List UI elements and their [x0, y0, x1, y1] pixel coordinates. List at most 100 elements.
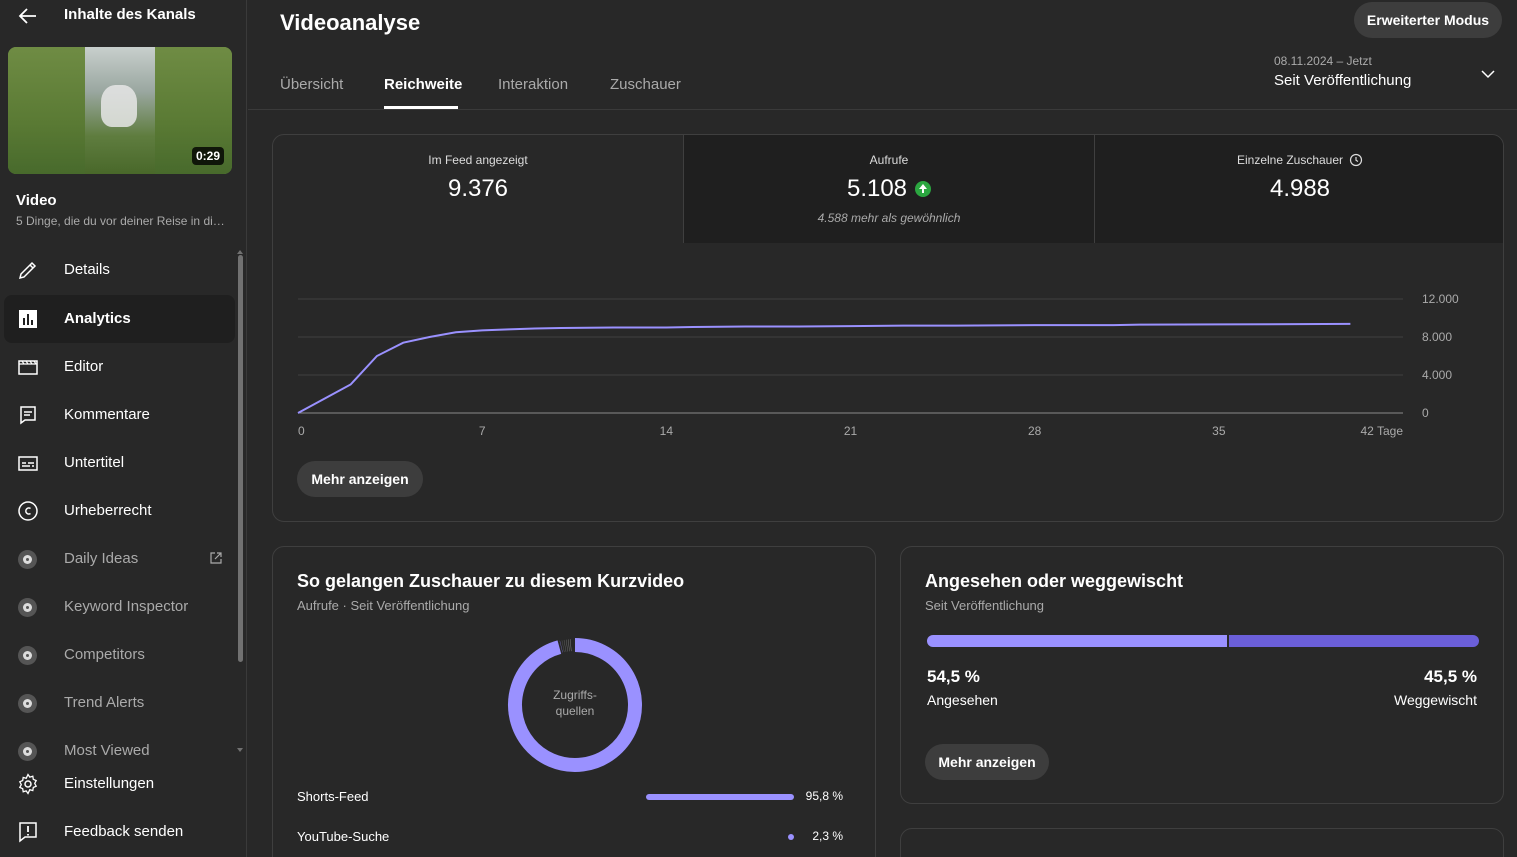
y-tick-label: 12.000: [1422, 292, 1459, 306]
metric-unique-viewers[interactable]: Einzelne Zuschauer 4.988: [1094, 135, 1503, 243]
nav-item-comments[interactable]: Kommentare: [4, 391, 235, 439]
x-tick-label: 0: [298, 424, 305, 438]
tab-overview[interactable]: Übersicht: [280, 76, 344, 93]
metric-value: 5.108: [846, 175, 908, 202]
nav-item-competitors[interactable]: Competitors: [4, 631, 235, 679]
date-range-label: Seit Veröffentlichung: [1274, 72, 1412, 89]
x-tick-label: 21: [844, 424, 858, 438]
nav-item-label: Editor: [64, 358, 104, 375]
traffic-source-row[interactable]: Shorts-Feed 95,8 %: [297, 787, 853, 807]
metric-label: Im Feed angezeigt: [428, 153, 528, 167]
swiped-label: Weggewischt: [1393, 692, 1477, 708]
extension-icon: [18, 550, 37, 569]
analytics-icon: [19, 310, 37, 328]
chevron-down-icon[interactable]: [1480, 66, 1496, 82]
show-more-button[interactable]: Mehr anzeigen: [297, 461, 423, 497]
nav-item-keyword-inspector[interactable]: Keyword Inspector: [4, 583, 235, 631]
x-tick-label: 28: [1028, 424, 1042, 438]
nav-item-label: Kommentare: [64, 406, 150, 423]
nav-item-label: Feedback senden: [64, 823, 184, 840]
reach-metrics-card: Im Feed angezeigt 9.376 Aufrufe 5.108 4.…: [272, 134, 1504, 522]
nav-item-settings[interactable]: Einstellungen: [4, 760, 235, 808]
x-tick-label: 35: [1212, 424, 1226, 438]
date-range-selector[interactable]: 08.11.2024 – Jetzt Seit Veröffentlichung: [1274, 54, 1411, 89]
donut-slice-shorts-feed[interactable]: [508, 638, 642, 772]
next-card: [900, 828, 1504, 857]
nav-item-daily-ideas[interactable]: Daily Ideas: [4, 535, 235, 583]
traffic-source-row[interactable]: YouTube-Suche 2,3 %: [297, 827, 853, 847]
y-tick-label: 8.000: [1422, 330, 1452, 344]
watched-label: Angesehen: [927, 692, 998, 708]
traffic-card-subtitle: Aufrufe · Seit Veröffentlichung: [297, 598, 470, 613]
nav-item-subtitles[interactable]: Untertitel: [4, 439, 235, 487]
feedback-icon: [19, 822, 37, 843]
sidebar-header: Inhalte des Kanals: [0, 0, 247, 36]
traffic-source-name: Shorts-Feed: [297, 789, 369, 804]
tab-engagement[interactable]: Interaktion: [498, 76, 569, 93]
metric-impressions[interactable]: Im Feed angezeigt 9.376: [273, 135, 683, 243]
advanced-mode-button[interactable]: Erweiterter Modus: [1354, 2, 1502, 38]
watched-segment: [927, 635, 1227, 647]
tab-audience[interactable]: Zuschauer: [610, 76, 681, 93]
metric-label: Einzelne Zuschauer: [1236, 153, 1344, 167]
nav-item-label: Einstellungen: [64, 775, 155, 792]
impressions-line-chart: 12.000 8.000 4.000 0 0 7 14 21 28 35 42 Tage: [297, 292, 1459, 438]
extension-icon: [18, 646, 37, 665]
copyright-icon: [18, 501, 38, 521]
sidebar-scroll-up[interactable]: [237, 250, 243, 254]
traffic-source-bar: [788, 834, 794, 840]
extension-icon: [18, 694, 37, 713]
date-range-dates: 08.11.2024 – Jetzt: [1274, 54, 1372, 68]
channel-content-title: Inhalte des Kanals: [64, 6, 196, 23]
tab-reach[interactable]: Reichweite: [384, 76, 463, 93]
traffic-source-bar: [646, 794, 794, 800]
video-duration: 0:29: [191, 147, 224, 165]
watched-swiped-bar[interactable]: [927, 635, 1479, 647]
traffic-card-title: So gelangen Zuschauer zu diesem Kurzvide…: [297, 571, 685, 591]
x-tick-label: 14: [660, 424, 674, 438]
nav-item-trend-alerts[interactable]: Trend Alerts: [4, 679, 235, 727]
arrow-up-icon: [915, 181, 932, 197]
nav-item-label: Analytics: [64, 310, 131, 327]
swiped-percent: 45,5 %: [1424, 667, 1477, 686]
active-tab-indicator: [384, 106, 458, 109]
show-more-button[interactable]: Mehr anzeigen: [925, 744, 1049, 780]
clock-icon[interactable]: [1349, 153, 1363, 167]
nav-item-label: Urheberrecht: [64, 502, 152, 519]
nav-item-label: Trend Alerts: [64, 694, 145, 711]
traffic-donut-chart[interactable]: Zugriffs- quellen: [505, 635, 645, 775]
sidebar-scroll-down[interactable]: [237, 748, 243, 752]
extension-icon: [18, 742, 37, 761]
extension-icon: [18, 598, 37, 617]
swiped-segment: [1228, 635, 1479, 647]
nav-item-copyright[interactable]: Urheberrecht: [4, 487, 235, 535]
swipe-card-title: Angesehen oder weggewischt: [925, 571, 1184, 591]
nav-item-label: Keyword Inspector: [64, 598, 189, 615]
metric-views[interactable]: Aufrufe 5.108 4.588 mehr als gewöhnlich: [683, 135, 1094, 243]
sidebar: Inhalte des Kanals 0:29 Video 5 Dinge, d…: [0, 0, 247, 857]
nav-item-feedback[interactable]: Feedback senden: [4, 808, 235, 856]
traffic-sources-card: So gelangen Zuschauer zu diesem Kurzvide…: [272, 546, 876, 857]
impressions-series-line[interactable]: [297, 322, 1351, 414]
y-tick-label: 0: [1422, 406, 1429, 420]
swipe-card-subtitle: Seit Veröffentlichung: [925, 598, 1045, 613]
video-thumbnail[interactable]: 0:29: [8, 47, 232, 174]
nav-item-analytics[interactable]: Analytics: [4, 295, 235, 343]
watched-vs-swiped-card: Angesehen oder weggewischt Seit Veröffen…: [900, 546, 1504, 804]
arrow-back-icon[interactable]: [16, 4, 40, 28]
nav-item-label: Untertitel: [64, 454, 125, 471]
y-tick-label: 4.000: [1422, 368, 1452, 382]
nav-item-label: Details: [64, 261, 110, 278]
sidebar-scrollbar[interactable]: [238, 255, 243, 662]
nav-item-most-viewed[interactable]: Most Viewed: [4, 727, 235, 775]
video-title: 5 Dinge, die du vor deiner Reise in di…: [16, 214, 225, 228]
donut-center-label: Zugriffs- quellen: [553, 688, 597, 718]
nav-item-details[interactable]: Details: [4, 246, 235, 294]
subtitles-icon: [18, 456, 38, 471]
metric-value: 4.988: [1269, 175, 1331, 202]
gear-icon: [18, 773, 38, 795]
nav-item-editor[interactable]: Editor: [4, 343, 235, 391]
editor-icon: [18, 360, 38, 375]
watched-percent: 54,5 %: [927, 667, 980, 686]
metric-value: 9.376: [447, 175, 509, 202]
